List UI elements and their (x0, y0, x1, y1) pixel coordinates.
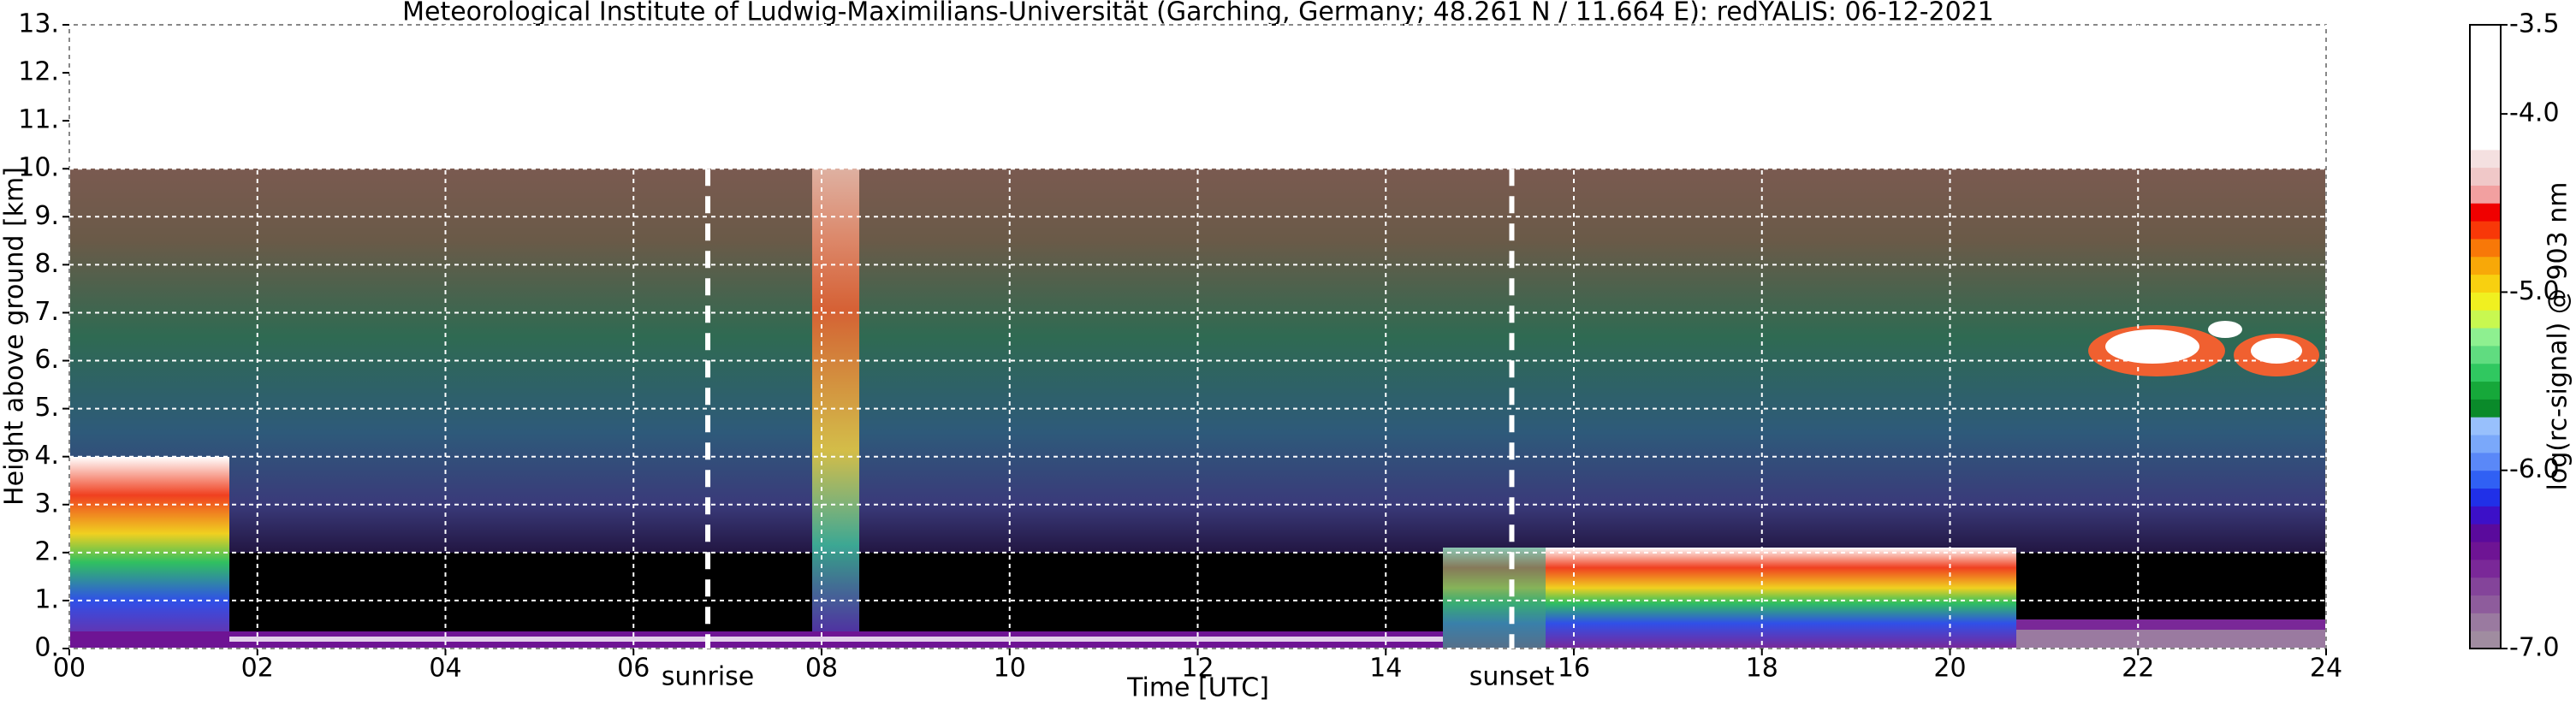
y-tick-label: 8. (34, 249, 59, 279)
x-tick-label: 12 (1181, 654, 1214, 684)
colorbar-band (2470, 328, 2501, 347)
x-tick-label: 16 (1558, 654, 1590, 684)
colorbar-band (2470, 613, 2501, 631)
colorbar-tick-label: -6.0 (2509, 454, 2560, 484)
colorbar-band (2470, 488, 2501, 507)
colorbar-band (2470, 149, 2501, 169)
colorbar-band (2470, 631, 2501, 649)
colorbar-tick-label: -5.0 (2509, 276, 2560, 306)
annotation-label: sunset (1469, 662, 1555, 692)
colorbar-band (2470, 203, 2501, 222)
y-tick-label: 10. (18, 153, 59, 183)
x-tick-label: 00 (53, 654, 86, 684)
y-tick-label: 6. (34, 345, 59, 375)
colorbar-band (2470, 435, 2501, 453)
colorbar-tick-label: -3.5 (2509, 9, 2560, 39)
x-tick-label: 18 (1746, 654, 1778, 684)
colorbar-label: log(rc-signal) @ 903 nm (2543, 182, 2573, 491)
y-tick-label: 3. (34, 489, 59, 518)
colorbar-band (2470, 381, 2501, 400)
colorbar-band (2470, 185, 2501, 204)
colorbar-band (2470, 131, 2501, 151)
y-tick-label: 5. (34, 393, 59, 423)
annotation-label: sunrise (662, 662, 754, 692)
colorbar-band (2470, 595, 2501, 613)
y-tick-label: 7. (34, 297, 59, 327)
colorbar-band (2470, 42, 2501, 62)
y-tick-label: 0. (34, 633, 59, 663)
x-tick-label: 08 (805, 654, 838, 684)
colorbar-band (2470, 399, 2501, 418)
y-tick-label: 2. (34, 536, 59, 566)
x-axis-label: Time [UTC] (1126, 673, 1269, 703)
y-tick-label: 9. (34, 201, 59, 231)
y-tick-label: 4. (34, 441, 59, 471)
colorbar-tick-label: -7.0 (2509, 633, 2560, 663)
x-tick-label: 04 (429, 654, 461, 684)
colorbar-frame (2469, 24, 2502, 649)
x-tick-label: 22 (2122, 654, 2154, 684)
x-tick-label: 20 (1933, 654, 1966, 684)
colorbar-band (2470, 238, 2501, 258)
colorbar-band (2470, 524, 2501, 542)
colorbar-band (2470, 470, 2501, 489)
colorbar-band (2470, 114, 2501, 133)
x-tick-label: 06 (617, 654, 650, 684)
colorbar-tick-label: -4.0 (2509, 98, 2560, 128)
colorbar-band (2470, 506, 2501, 524)
y-tick-label: 1. (34, 584, 59, 614)
y-axis-label: Height above ground [km] (0, 167, 30, 506)
colorbar-band (2470, 256, 2501, 275)
colorbar-band (2470, 292, 2501, 311)
colorbar-band (2470, 60, 2501, 79)
colorbar-band (2470, 310, 2501, 329)
x-tick-label: 14 (1369, 654, 1402, 684)
colorbar-band (2470, 221, 2501, 240)
colorbar-band (2470, 559, 2501, 578)
y-tick-label: 11. (18, 105, 59, 135)
x-tick-label: 02 (241, 654, 274, 684)
colorbar-band (2470, 78, 2501, 97)
colorbar-band (2470, 542, 2501, 560)
x-tick-label: 24 (2310, 654, 2342, 684)
y-tick-label: 12. (18, 57, 59, 87)
colorbar-band (2470, 167, 2501, 186)
colorbar-band (2470, 452, 2501, 471)
colorbar-band (2470, 417, 2501, 435)
colorbar-band (2470, 96, 2501, 115)
colorbar-band (2470, 274, 2501, 293)
y-tick-label: 13. (18, 9, 59, 39)
colorbar-band (2470, 363, 2501, 382)
colorbar-band (2470, 577, 2501, 596)
colorbar-band (2470, 345, 2501, 364)
x-tick-label: 10 (994, 654, 1026, 684)
colorbar-band (2470, 25, 2501, 44)
chart-title: Meteorological Institute of Ludwig-Maxim… (402, 0, 1994, 27)
